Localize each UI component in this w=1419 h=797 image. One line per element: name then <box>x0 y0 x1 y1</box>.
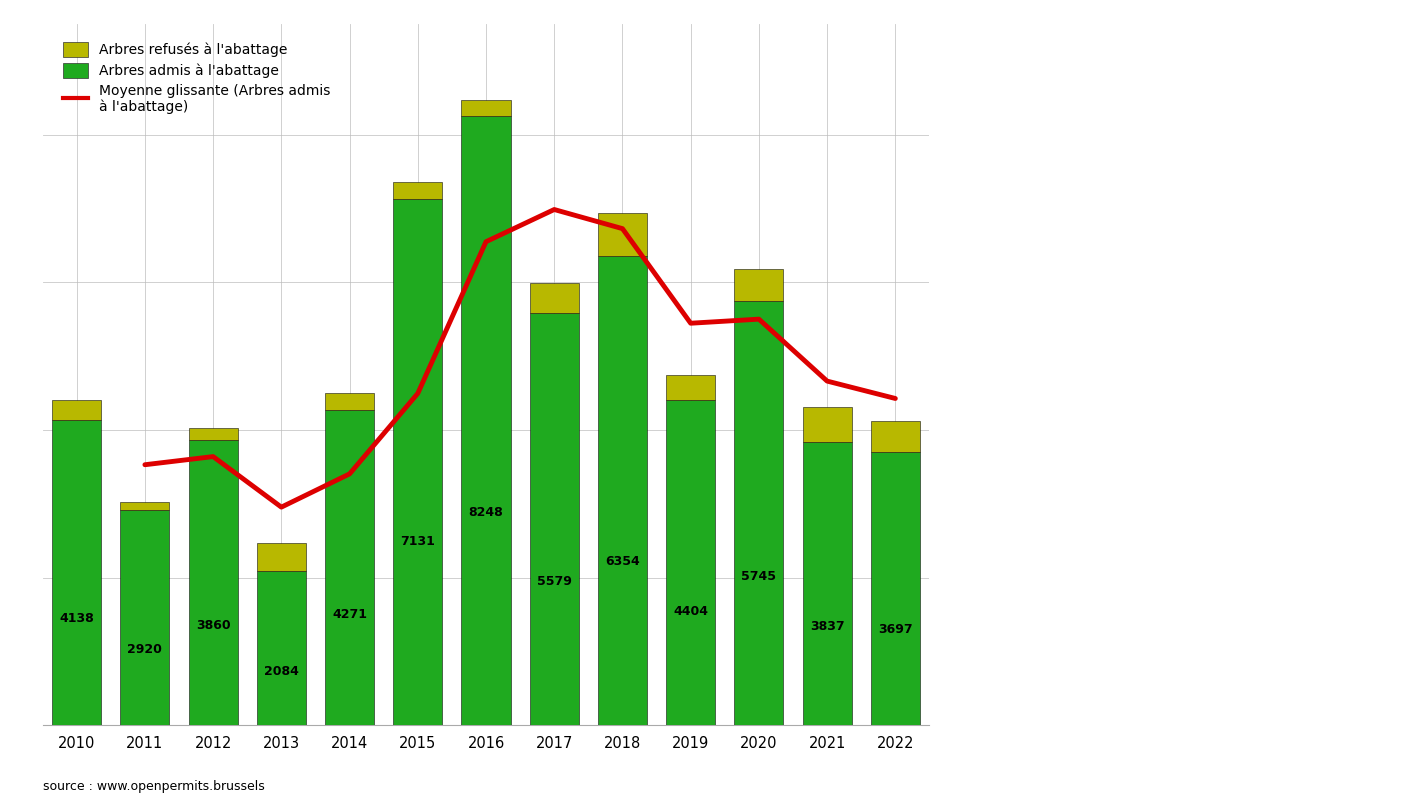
Text: 5 dernières années: 5 dernières années <box>1023 456 1325 485</box>
Bar <box>121 502 169 510</box>
Bar <box>735 301 783 725</box>
Bar <box>257 544 307 571</box>
Bar <box>871 422 920 453</box>
Bar <box>461 100 511 116</box>
Bar <box>121 510 169 725</box>
Bar <box>666 400 715 725</box>
Text: 7131: 7131 <box>400 535 436 548</box>
Text: 5579: 5579 <box>536 575 572 587</box>
Text: ont disparu en 13 ans: ont disparu en 13 ans <box>978 224 1371 254</box>
Text: 62 268 arbres: 62 268 arbres <box>1049 144 1300 175</box>
Bar <box>529 283 579 313</box>
Bar <box>393 182 443 198</box>
Legend: Arbres refusés à l'abattage, Arbres admis à l'abattage, Moyenne glissante (Arbre: Arbres refusés à l'abattage, Arbres admi… <box>58 38 335 119</box>
Text: 3837: 3837 <box>810 619 844 633</box>
Bar <box>735 269 783 301</box>
Text: 2084: 2084 <box>264 665 299 678</box>
Bar <box>393 198 443 725</box>
Text: 3860: 3860 <box>196 619 230 632</box>
Bar <box>871 453 920 725</box>
Text: 6354: 6354 <box>604 555 640 567</box>
Text: 5745: 5745 <box>741 571 776 583</box>
Bar <box>189 429 238 440</box>
Text: 4138: 4138 <box>60 612 94 625</box>
Bar <box>189 440 238 725</box>
Bar <box>461 116 511 725</box>
Bar <box>529 313 579 725</box>
Bar <box>666 375 715 400</box>
Bar <box>597 256 647 725</box>
Bar <box>325 410 375 725</box>
Bar <box>325 393 375 410</box>
Text: source : www.openpermits.brussels: source : www.openpermits.brussels <box>43 780 264 793</box>
Bar <box>803 406 851 442</box>
Bar <box>597 214 647 256</box>
Bar <box>53 420 101 725</box>
Text: 3697: 3697 <box>878 623 912 636</box>
Text: 2 033 arbres « sauvés »: 2 033 arbres « sauvés » <box>989 607 1359 636</box>
Text: Plus de 24 000 au cours des: Plus de 24 000 au cours des <box>955 384 1393 413</box>
Bar <box>53 400 101 420</box>
Bar <box>257 571 307 725</box>
Text: 8248: 8248 <box>468 505 504 519</box>
Text: 4271: 4271 <box>332 608 368 622</box>
Text: 2920: 2920 <box>128 643 162 656</box>
Text: 4404: 4404 <box>673 605 708 618</box>
Bar <box>803 442 851 725</box>
